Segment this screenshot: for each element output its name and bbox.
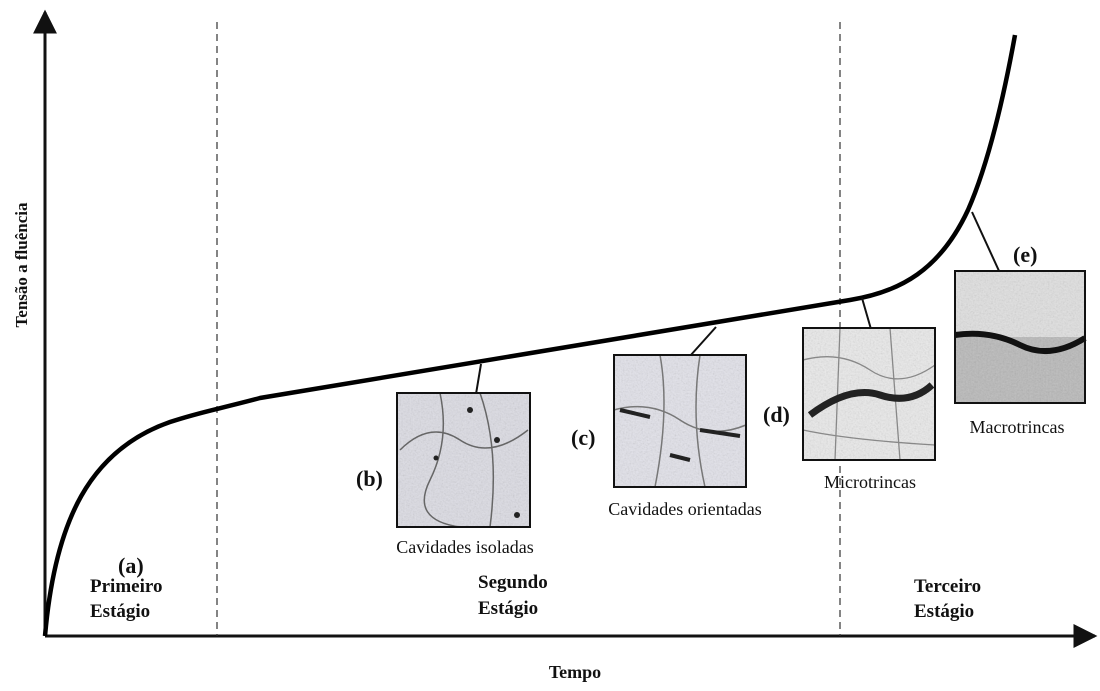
caption: Macrotrincas xyxy=(970,417,1065,437)
point-label: (e) xyxy=(1013,242,1037,267)
stage-label: Estágio xyxy=(90,601,150,622)
stage-label: Primeiro xyxy=(90,576,162,597)
point-label: (d) xyxy=(763,402,790,427)
micrograph-d xyxy=(803,328,935,460)
micrograph-b xyxy=(397,393,530,527)
stage-label: Segundo xyxy=(478,572,548,593)
caption: Microtrincas xyxy=(824,472,916,492)
caption: Cavidades orientadas xyxy=(608,499,761,519)
micrograph-c xyxy=(614,355,746,487)
diagram: Tensão a fluência Tempo Primeiro Estágio… xyxy=(0,0,1100,686)
point-label: (c) xyxy=(571,425,595,450)
stage-label: Terceiro xyxy=(914,576,981,597)
point-label: (b) xyxy=(356,466,383,491)
point-label: (a) xyxy=(118,553,144,578)
y-axis-label: Tensão a fluência xyxy=(12,202,31,328)
x-axis-label: Tempo xyxy=(549,662,601,682)
stage-label: Estágio xyxy=(914,601,974,622)
stage-label: Estágio xyxy=(478,598,538,619)
micrograph-e xyxy=(955,271,1085,403)
caption: Cavidades isoladas xyxy=(396,537,533,557)
